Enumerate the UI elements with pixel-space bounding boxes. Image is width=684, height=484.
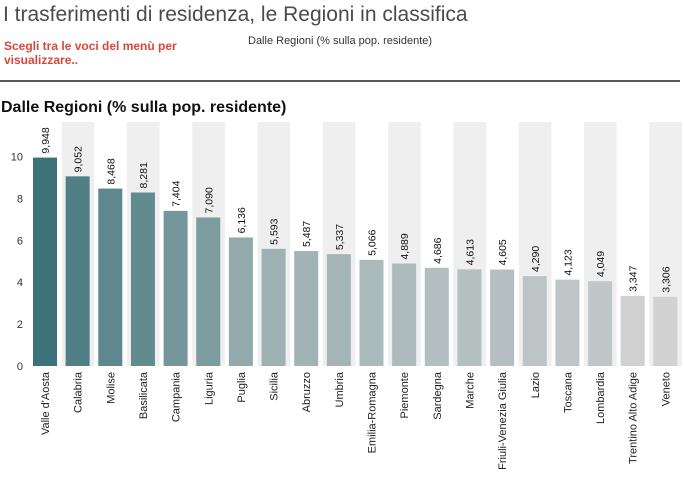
- y-tick-label: 2: [17, 319, 23, 331]
- y-tick-label: 8: [17, 193, 23, 205]
- data-label: 5,487: [301, 221, 313, 247]
- data-label: 4,049: [595, 251, 607, 277]
- x-tick-label: Valle d'Aosta: [40, 371, 52, 435]
- x-tick-label: Lazio: [530, 372, 542, 398]
- x-tick-label: Toscana: [562, 371, 574, 413]
- category-labels: Valle d'Aosta Calabria Molise Basilicata Cam…: [40, 371, 672, 470]
- bars: [33, 157, 678, 366]
- bar[interactable]: [33, 157, 57, 366]
- page-title: I trasferimenti di residenza, le Regioni…: [3, 3, 468, 26]
- bar[interactable]: [392, 263, 417, 366]
- y-tick-label: 10: [11, 151, 23, 163]
- bar[interactable]: [163, 210, 188, 366]
- y-axis: 0 2 4 6 8 10: [11, 151, 23, 373]
- x-tick-label: Sicilia: [269, 371, 281, 401]
- y-tick-label: 0: [17, 361, 23, 373]
- data-label: 4,686: [432, 237, 444, 263]
- data-label: 6,136: [236, 207, 248, 233]
- bar[interactable]: [620, 295, 645, 366]
- x-tick-label: Trentino Alto Adige: [628, 372, 640, 464]
- bar[interactable]: [196, 217, 221, 366]
- x-tick-label: Campania: [171, 371, 183, 422]
- data-label: 3,306: [660, 266, 672, 292]
- bar[interactable]: [588, 281, 613, 366]
- x-tick-label: Emilia-Romagna: [367, 371, 379, 453]
- x-tick-label: Piemonte: [399, 372, 411, 418]
- bar[interactable]: [555, 279, 580, 366]
- x-tick-label: Umbria: [334, 371, 346, 407]
- data-label: 4,123: [562, 249, 574, 275]
- data-label: 3,347: [628, 265, 640, 291]
- data-label: 7,090: [203, 187, 215, 213]
- data-label: 7,404: [171, 180, 183, 206]
- bar[interactable]: [490, 269, 515, 366]
- data-label: 5,337: [334, 224, 346, 250]
- menu-prompt: Scegli tra le voci del menù per visualiz…: [4, 39, 177, 67]
- bar[interactable]: [424, 267, 449, 366]
- data-label: 5,066: [367, 229, 379, 255]
- divider: [0, 80, 680, 82]
- data-label: 5,593: [269, 218, 281, 244]
- x-tick-label: Lombardia: [595, 371, 607, 424]
- y-tick-label: 4: [17, 277, 23, 289]
- x-tick-label: Abruzzo: [301, 372, 313, 412]
- data-label: 9,948: [40, 127, 52, 153]
- bar[interactable]: [130, 192, 155, 366]
- value-labels: 9,948 9,052 8,468 8,281 7,404 7,090 6,136 5,593…: [40, 127, 672, 293]
- data-label: 9,052: [73, 146, 85, 172]
- x-tick-label: Sardegna: [432, 371, 444, 420]
- data-label: 8,468: [105, 158, 117, 184]
- bar[interactable]: [359, 259, 384, 366]
- bar[interactable]: [228, 237, 253, 366]
- x-tick-label: Basilicata: [138, 371, 150, 419]
- x-tick-label: Puglia: [236, 371, 248, 402]
- x-tick-label: Molise: [105, 372, 117, 404]
- data-label: 4,889: [399, 233, 411, 259]
- data-label: 4,290: [530, 246, 542, 272]
- chart-title: Dalle Regioni (% sulla pop. residente): [1, 99, 287, 116]
- bar[interactable]: [98, 188, 123, 366]
- data-label: 4,605: [497, 239, 509, 265]
- indicator-selector[interactable]: Dalle Regioni (% sulla pop. residente): [248, 35, 433, 47]
- bar[interactable]: [522, 276, 547, 366]
- bar[interactable]: [326, 254, 351, 366]
- y-tick-label: 6: [17, 235, 23, 247]
- bar[interactable]: [261, 248, 286, 366]
- x-tick-label: Marche: [464, 372, 476, 409]
- x-tick-label: Veneto: [660, 372, 672, 406]
- x-tick-label: Liguria: [203, 371, 215, 405]
- bar[interactable]: [294, 251, 319, 366]
- bar[interactable]: [457, 269, 482, 366]
- data-label: 8,281: [138, 162, 150, 188]
- data-label: 4,613: [464, 239, 476, 265]
- bar[interactable]: [653, 296, 678, 366]
- x-tick-label: Calabria: [73, 371, 85, 413]
- bar[interactable]: [65, 176, 90, 366]
- x-tick-label: Friuli-Venezia Giulia: [497, 371, 509, 470]
